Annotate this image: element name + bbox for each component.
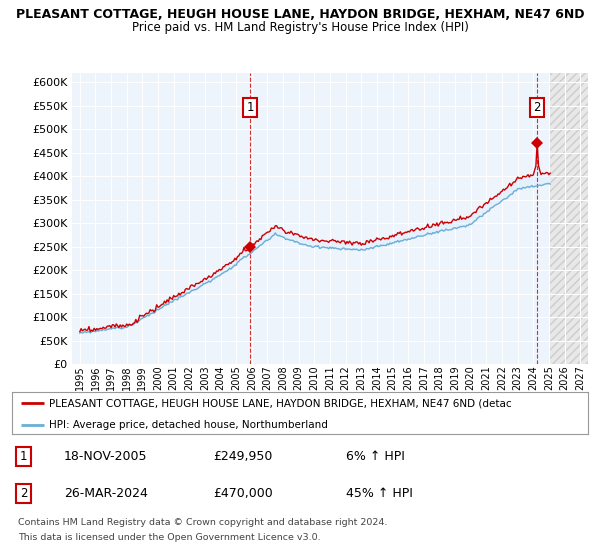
Text: 18-NOV-2005: 18-NOV-2005: [64, 450, 148, 463]
Text: PLEASANT COTTAGE, HEUGH HOUSE LANE, HAYDON BRIDGE, HEXHAM, NE47 6ND: PLEASANT COTTAGE, HEUGH HOUSE LANE, HAYD…: [16, 8, 584, 21]
Text: £470,000: £470,000: [214, 487, 274, 500]
Text: £249,950: £249,950: [214, 450, 273, 463]
Text: PLEASANT COTTAGE, HEUGH HOUSE LANE, HAYDON BRIDGE, HEXHAM, NE47 6ND (detac: PLEASANT COTTAGE, HEUGH HOUSE LANE, HAYD…: [49, 398, 512, 408]
Text: 45% ↑ HPI: 45% ↑ HPI: [346, 487, 413, 500]
Text: HPI: Average price, detached house, Northumberland: HPI: Average price, detached house, Nort…: [49, 420, 328, 430]
Bar: [549, 73, 588, 364]
Text: 26-MAR-2024: 26-MAR-2024: [64, 487, 148, 500]
Text: Contains HM Land Registry data © Crown copyright and database right 2024.: Contains HM Land Registry data © Crown c…: [18, 518, 388, 527]
Text: 1: 1: [20, 450, 27, 463]
Bar: [72, 73, 549, 364]
Text: Price paid vs. HM Land Registry's House Price Index (HPI): Price paid vs. HM Land Registry's House …: [131, 21, 469, 34]
Text: 1: 1: [246, 101, 254, 114]
Text: 6% ↑ HPI: 6% ↑ HPI: [346, 450, 405, 463]
Text: This data is licensed under the Open Government Licence v3.0.: This data is licensed under the Open Gov…: [18, 533, 320, 542]
Text: 2: 2: [20, 487, 27, 500]
Text: 2: 2: [533, 101, 541, 114]
